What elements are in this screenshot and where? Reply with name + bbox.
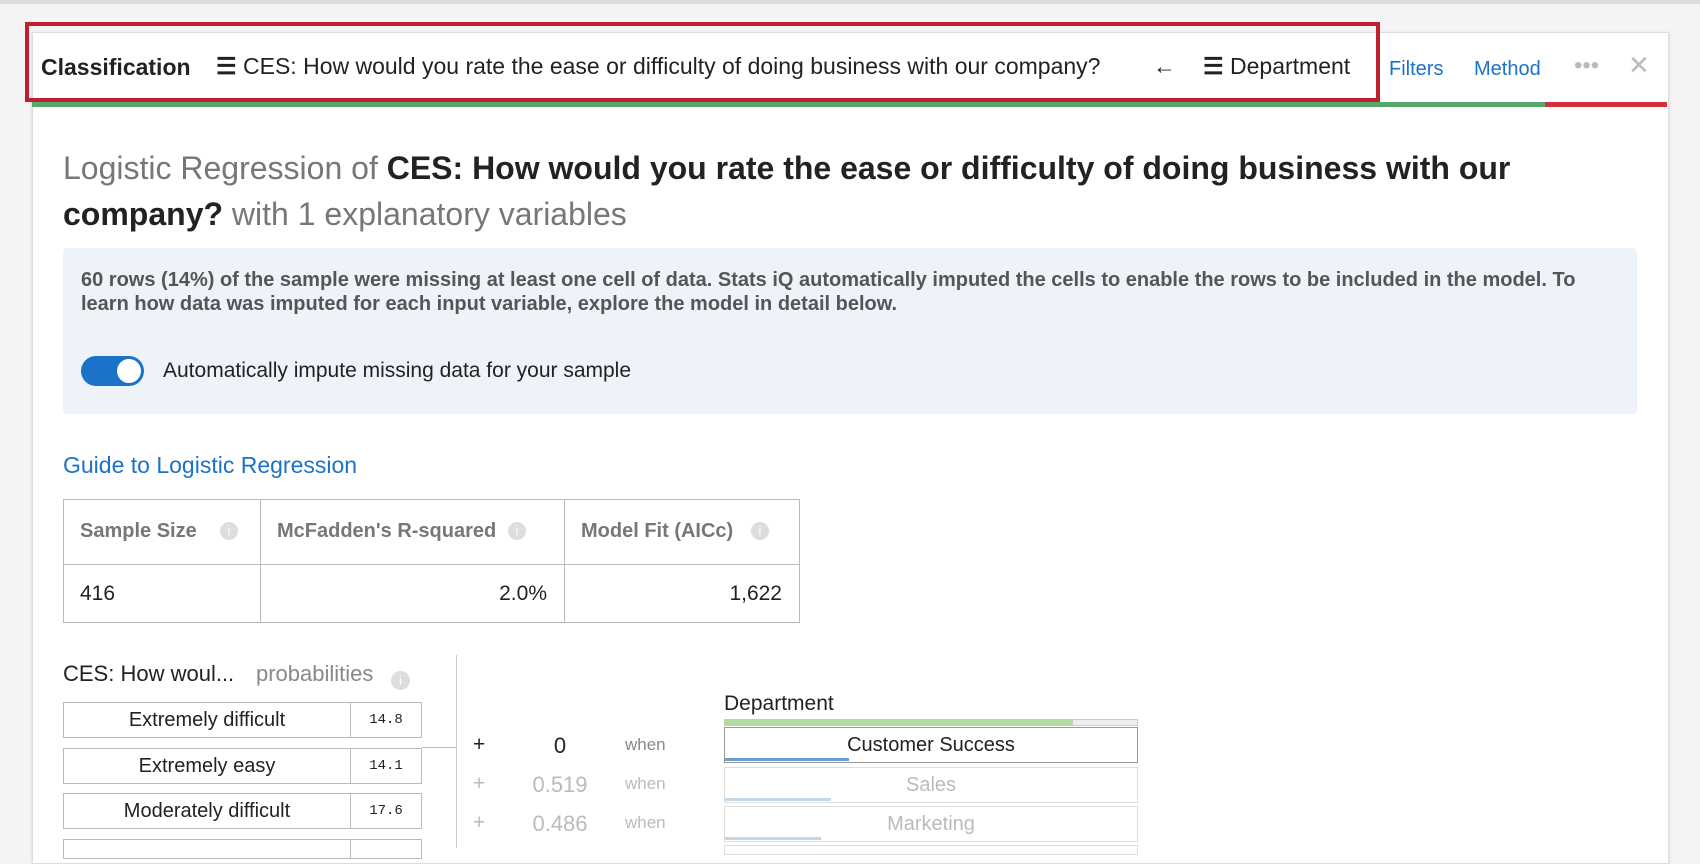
predictor-text: Department	[1230, 53, 1351, 79]
prob-label: CES: How woul...	[63, 661, 235, 686]
department-label: Department	[724, 692, 834, 715]
table-header: Sample Size	[80, 520, 197, 542]
notice-text: 60 rows (14%) of the sample were missing…	[81, 269, 1576, 315]
plus-sign: +	[473, 772, 486, 795]
level-button[interactable]: Sales	[724, 767, 1138, 803]
info-icon: i	[391, 671, 410, 690]
tab-label: Classification	[41, 54, 191, 80]
level-partial	[724, 845, 1138, 855]
prob-row-value: 14.1	[350, 748, 422, 784]
prob-row-value: 14.8	[350, 702, 422, 738]
when-label: when	[625, 735, 666, 754]
method-link[interactable]: Method	[1474, 58, 1541, 80]
level-indicator	[725, 837, 821, 840]
prob-row-partial	[350, 839, 422, 859]
plus-sign: +	[473, 811, 486, 834]
table-value-cell	[564, 564, 800, 623]
title-suffix: with 1 explanatory variables	[231, 196, 627, 232]
filters-link[interactable]: Filters	[1389, 58, 1444, 80]
coefficient: 0.486	[532, 811, 588, 836]
highlight-box	[25, 22, 1380, 102]
prob-row-value: 17.6	[350, 793, 422, 829]
predictor-variable[interactable]: ☰ Department	[1203, 53, 1351, 79]
info-icon: i	[508, 522, 526, 540]
toggle-label: Automatically impute missing data for yo…	[163, 359, 632, 382]
level-bar-rest	[1072, 719, 1138, 726]
table-header: Model Fit (AICc)	[581, 520, 734, 542]
title-prefix: Logistic Regression of	[63, 150, 378, 186]
when-label: when	[625, 774, 666, 793]
table-value: 1,622	[729, 582, 782, 605]
coefficient: 0	[553, 733, 567, 758]
level-button[interactable]: Customer Success	[724, 727, 1138, 763]
info-icon: i	[220, 522, 238, 540]
guide-link[interactable]: Guide to Logistic Regression	[63, 452, 358, 478]
toggle[interactable]	[81, 356, 144, 386]
prob-row-label: Extremely easy	[63, 748, 351, 784]
progress-green	[32, 102, 1545, 107]
divider	[456, 655, 457, 848]
prob-connector	[422, 747, 456, 748]
notice-box	[63, 248, 1637, 414]
level-button[interactable]: Marketing	[724, 806, 1138, 842]
prob-row-label: Extremely difficult	[63, 702, 351, 738]
arrow: ←	[1153, 53, 1176, 79]
level-bar	[724, 719, 1072, 726]
table-header: McFadden's R-squared	[277, 520, 497, 542]
plus-sign: +	[473, 733, 486, 756]
close-button[interactable]: ✕	[1628, 50, 1650, 80]
top-edge	[0, 0, 1700, 4]
outcome-variable[interactable]: ☰ CES: How would you rate the ease or di…	[216, 53, 1101, 79]
progress-red	[1545, 102, 1667, 107]
table-value: 2.0%	[499, 582, 547, 605]
info-icon: i	[751, 522, 769, 540]
more-menu[interactable]: •••	[1574, 52, 1600, 79]
prob-row-partial	[63, 839, 351, 859]
result-title: Logistic Regression of CES: How would yo…	[63, 145, 1603, 237]
table-value: 416	[80, 582, 116, 605]
coefficient: 0.519	[532, 772, 588, 797]
prob-caption: probabilities	[256, 661, 374, 686]
prob-row-label: Moderately difficult	[63, 793, 351, 829]
level-indicator	[725, 758, 849, 761]
when-label: when	[625, 813, 666, 832]
level-indicator	[725, 798, 831, 801]
outcome-text: CES: How would you rate the ease or diff…	[243, 53, 1101, 79]
title-outcome: CES: How would you rate the ease or diff…	[63, 150, 1511, 232]
